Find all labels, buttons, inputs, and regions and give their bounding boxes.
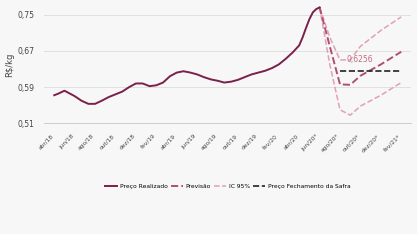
Y-axis label: R$/kg: R$/kg (5, 52, 15, 77)
Legend: Preço Realizado, Previsão, IC 95%, Preço Fechamento da Safra: Preço Realizado, Previsão, IC 95%, Preço… (103, 181, 353, 191)
Text: 0,6256: 0,6256 (346, 55, 373, 64)
